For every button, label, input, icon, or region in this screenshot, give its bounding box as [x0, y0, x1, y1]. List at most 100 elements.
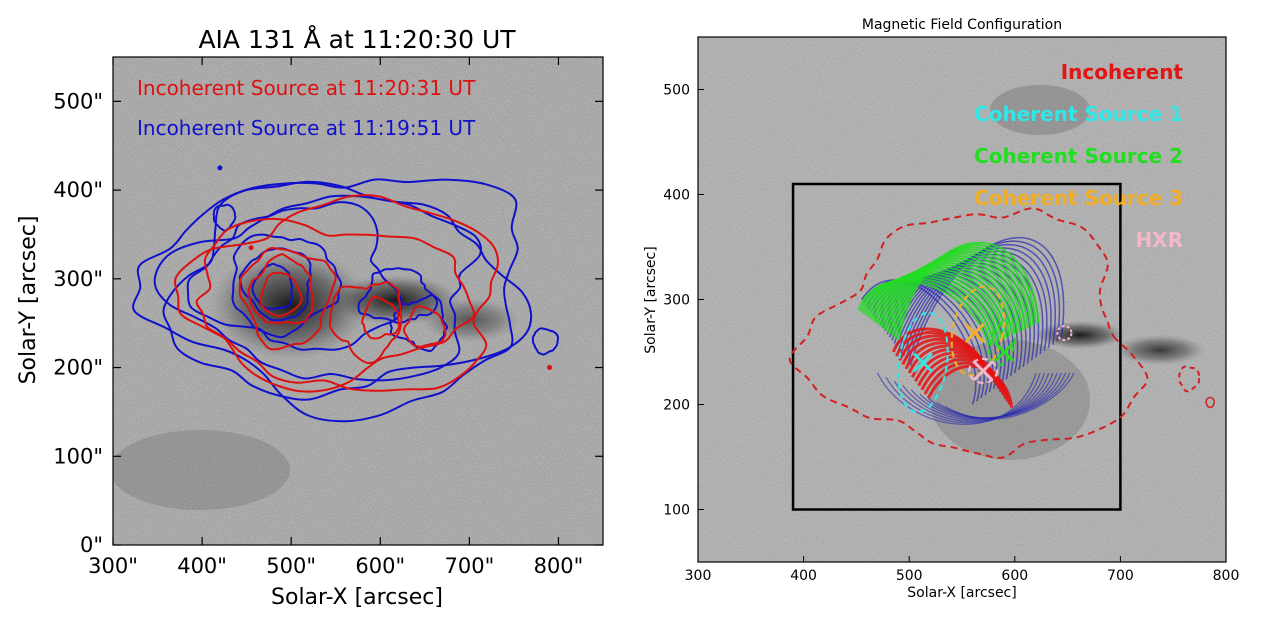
right-hxr-contour: [1056, 325, 1073, 342]
right-blue-field-line: [898, 253, 1044, 355]
left-red-contour: [259, 271, 303, 317]
left-red-contour: [403, 305, 447, 348]
right-incoherent-contour: [788, 207, 1149, 459]
left-legend-blue: Incoherent Source at 11:19:51 UT: [137, 116, 476, 140]
left-y-tick-label: 300": [53, 267, 103, 291]
right-green-field-line: [880, 259, 1019, 334]
left-red-contour: [328, 280, 403, 364]
right-panel-title: Magnetic Field Configuration: [862, 17, 1062, 33]
left-y-tick-label: 400": [53, 178, 103, 202]
right-green-field-line: [897, 241, 1040, 341]
right-y-tick-label: 100: [663, 503, 690, 519]
right-x-tick-label: 400: [790, 568, 817, 584]
right-coherent-1-contour: [897, 311, 949, 414]
left-contours: [132, 165, 560, 423]
left-y-tick-label: 100": [53, 444, 103, 468]
right-blue-field-line: [905, 243, 1056, 360]
right-blue-field-line: [891, 262, 1031, 364]
right-incoherent-contour: [1178, 365, 1201, 393]
left-red-dot: [248, 245, 254, 251]
right-y-axis: 100 200 300 400 500: [663, 83, 704, 519]
right-y-tick-label: 400: [663, 188, 690, 204]
right-green-field-line: [895, 244, 1037, 339]
left-x-tick-label: 400": [177, 554, 227, 578]
right-x-tick-label: 500: [896, 568, 923, 584]
left-red-contour: [174, 194, 499, 392]
left-x-tick-label: 700": [444, 554, 494, 578]
left-blue-contour: [531, 327, 560, 356]
right-green-field-line: [887, 253, 1027, 333]
right-green-field-line: [868, 271, 1003, 341]
right-marker-coherent-1: [912, 352, 933, 373]
right-y-tick-label: 200: [663, 398, 690, 414]
left-red-contour: [238, 246, 337, 351]
right-x-axis-label: Solar-X [arcsec]: [907, 585, 1016, 601]
left-x-tick-label: 800": [534, 554, 584, 578]
left-red-dot: [547, 365, 553, 371]
left-blue-dot: [217, 165, 223, 171]
left-axes-frame: [112, 56, 604, 546]
right-x-tick-label: 700: [1107, 568, 1134, 584]
left-red-contour: [247, 253, 314, 325]
left-red-contour: [195, 217, 475, 393]
right-green-field-line: [878, 261, 1016, 335]
right-legend-coherent-2: Coherent Source 2: [974, 144, 1183, 168]
right-y-axis-label: Solar-Y [arcsec]: [643, 246, 659, 353]
right-marker-coherent-2: [994, 341, 1015, 363]
right-x-tick-label: 600: [1001, 568, 1028, 584]
right-green-field-line: [889, 250, 1029, 334]
left-blue-contour: [357, 267, 439, 324]
right-x-axis: 300 400 500 600 700 800: [685, 556, 1240, 584]
right-coherent-3-contour: [950, 285, 1006, 377]
right-green-field-line: [863, 275, 998, 344]
right-legend-hxr: HXR: [1135, 228, 1183, 252]
right-green-field-line: [891, 248, 1032, 336]
left-legend-red: Incoherent Source at 11:20:31 UT: [137, 76, 476, 100]
right-panel: Magnetic Field Configuration 300 400 500 60…: [643, 17, 1239, 601]
right-box: [791, 182, 1122, 511]
left-panel: AIA 131 Å at 11:20:30 UT 300" 400" 500" 600…: [16, 25, 604, 610]
right-blue-field-line: [907, 240, 1060, 363]
left-x-tick-label: 300": [88, 554, 138, 578]
right-marker-coherent-3: [964, 323, 985, 344]
left-x-axis-label: Solar-X [arcsec]: [271, 585, 443, 610]
right-y-tick-label: 500: [663, 83, 690, 99]
right-blue-field-line: [953, 372, 1075, 420]
right-blue-field-line: [876, 372, 1037, 425]
left-background-image: [113, 57, 603, 545]
right-green-field-line: [866, 273, 1000, 342]
right-y-tick-label: 300: [663, 293, 690, 309]
right-blue-field-line: [909, 236, 1065, 366]
right-field-lines: [788, 182, 1215, 511]
left-red-contour: [361, 295, 401, 340]
left-y-axis-label: Solar-Y [arcsec]: [16, 216, 41, 385]
left-blue-contour: [132, 178, 519, 423]
right-green-field-line: [870, 270, 1006, 340]
right-green-field-line: [874, 266, 1011, 337]
right-blue-field-line: [893, 372, 1045, 422]
right-legend-coherent-3: Coherent Source 3: [974, 186, 1183, 210]
left-blue-contour: [389, 294, 449, 352]
right-coherent-2-contour: [988, 321, 1017, 367]
right-green-field-line: [882, 257, 1022, 332]
right-marker-hxr: [973, 360, 994, 381]
left-y-tick-label: 200": [53, 356, 103, 380]
left-blue-contour: [186, 201, 403, 351]
right-legend-incoherent: Incoherent: [1061, 60, 1184, 84]
left-y-tick-label: 0": [80, 533, 103, 557]
left-blue-contour: [162, 180, 533, 401]
right-x-tick-label: 300: [685, 568, 712, 584]
left-y-tick-label: 500": [53, 89, 103, 113]
left-y-axis: 0" 100" 200" 300" 400" 500": [53, 89, 603, 557]
left-blue-contour: [251, 262, 293, 311]
right-blue-field-line: [900, 250, 1048, 354]
right-hxr-contour: [968, 357, 999, 384]
right-green-field-line: [893, 246, 1035, 337]
right-green-field-line: [861, 276, 995, 345]
right-green-field-line: [884, 255, 1024, 331]
right-x-tick-label: 800: [1213, 568, 1240, 584]
right-green-field-line: [872, 268, 1008, 339]
left-x-axis: 300" 400" 500" 600" 700" 800": [88, 57, 583, 578]
right-green-field-line: [876, 263, 1014, 336]
